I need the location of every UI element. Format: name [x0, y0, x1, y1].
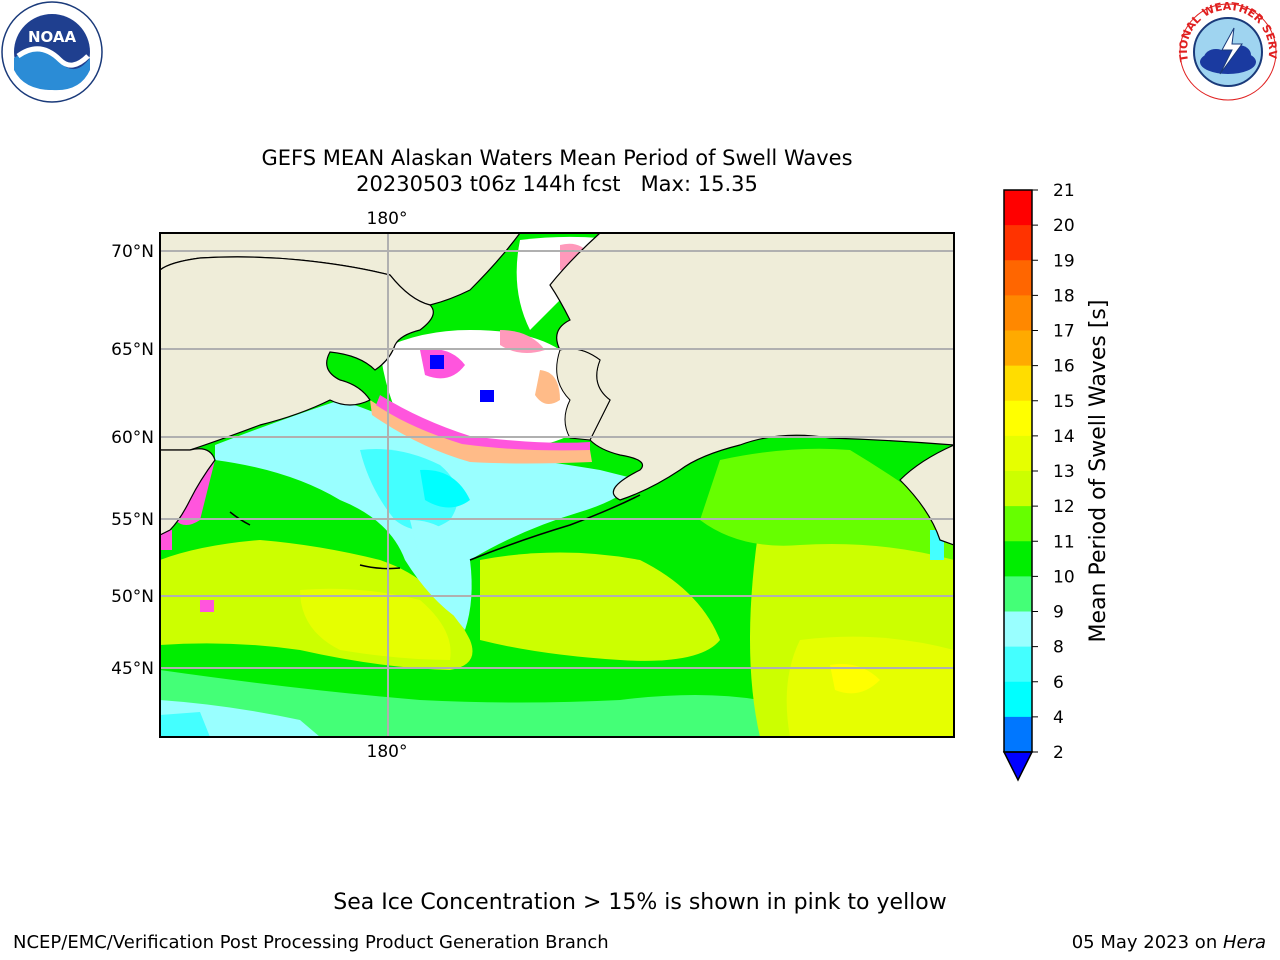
land-alaska	[549, 233, 954, 546]
colorbar-swatch	[1004, 681, 1032, 718]
lat-label-45n: 45°N	[111, 659, 154, 679]
sea-ice-note: Sea Ice Concentration > 15% is shown in …	[333, 890, 947, 915]
lat-label-55n: 55°N	[111, 510, 154, 530]
map-area	[160, 233, 954, 737]
colorbar-label: Mean Period of Swell Waves [s]	[1086, 300, 1111, 643]
low-period-patch-1	[430, 355, 444, 369]
lon-label-top: 180°	[367, 209, 408, 229]
land-kamchatka	[160, 448, 216, 536]
aleutian-islands	[469, 494, 641, 561]
colorbar-tick-label: 8	[1053, 638, 1064, 658]
colorbar-swatch	[1004, 471, 1032, 507]
map-subtitle: 20230503 t06z 144h fcst Max: 15.35	[356, 172, 758, 196]
swell-region-12-13s-central	[480, 552, 720, 661]
colorbar-tick-label: 21	[1053, 181, 1075, 201]
lat-label-65n: 65°N	[111, 340, 154, 360]
graticule	[160, 233, 954, 737]
colorbar-swatch	[1004, 716, 1032, 753]
colorbar-tick-label: 6	[1053, 673, 1064, 693]
colorbar-tick-label: 17	[1053, 322, 1075, 342]
swell-region-14-15s-east	[830, 664, 880, 694]
sea-ice-patch-6	[200, 600, 214, 612]
colorbar-tick-label: 18	[1053, 286, 1075, 306]
swell-region-8-9s-aleutian	[410, 520, 472, 630]
swell-region-4-6s-bering	[420, 469, 470, 508]
land-seward-peninsula	[556, 348, 611, 441]
map-frame	[159, 232, 955, 738]
sea-ice-patch-7	[160, 530, 172, 550]
colorbar-tick-label: 14	[1053, 427, 1075, 447]
footer-date-text: 05 May 2023 on	[1071, 932, 1223, 953]
colorbar-swatch	[1004, 295, 1032, 331]
sea-ice-edge-bering-pink	[376, 395, 590, 451]
footer-date: 05 May 2023 on Hera	[1072, 932, 1266, 953]
colorbar-swatch	[1004, 190, 1032, 226]
lat-label-70n: 70°N	[111, 242, 154, 262]
colorbar-tick-label: 4	[1053, 708, 1064, 728]
colorbar-tick-label: 15	[1053, 392, 1075, 412]
colorbar-ticks: 21 20 19 18 17 16 15 14 13 12 11 10 9 8 6 4 2	[1032, 181, 1075, 763]
swell-region-13-14s-west	[300, 588, 451, 660]
noaa-logo: NOAA	[1, 1, 103, 103]
nws-logo: NATIONAL WEATHER SERVICE	[1176, 0, 1279, 101]
swell-region-11-12s-gulf	[700, 448, 954, 560]
colorbar-under-arrow	[1002, 751, 1034, 782]
sea-ice-patch-2	[500, 330, 545, 354]
colorbar-tick-label: 16	[1053, 357, 1075, 377]
commander-islands	[359, 564, 401, 570]
sea-ice-patch-3	[535, 370, 560, 404]
swell-region-9-10s-south	[160, 670, 760, 737]
colorbar-tick-label: 2	[1053, 743, 1064, 763]
swell-region-6-8s-bering	[360, 449, 458, 530]
colorbar-swatch	[1004, 365, 1032, 402]
colorbar-swatch	[1004, 506, 1032, 542]
colorbar-tick-label: 11	[1053, 532, 1075, 552]
lat-label-50n: 50°N	[111, 587, 154, 607]
colorbar-swatch	[1004, 225, 1032, 261]
colorbar-swatch	[1004, 541, 1032, 577]
colorbar-swatch	[1004, 611, 1032, 648]
colorbar-tick-label: 20	[1053, 216, 1075, 236]
noaa-logo-text: NOAA	[28, 28, 77, 46]
low-period-patch-2	[480, 390, 494, 402]
colorbar-swatch	[1004, 435, 1032, 472]
colorbar-tick-label: 10	[1053, 567, 1075, 587]
colorbar-swatch	[1004, 646, 1032, 683]
swell-region-6-8s-south	[160, 712, 210, 737]
sea-ice-edge-bering	[370, 400, 592, 464]
colorbar-swatch	[1004, 260, 1032, 296]
colorbar-tick-label: 12	[1053, 497, 1075, 517]
lon-label-bottom: 180°	[367, 742, 408, 762]
lat-label-60n: 60°N	[111, 428, 154, 448]
colorbar-swatch	[1004, 330, 1032, 367]
colorbar-swatch	[1004, 400, 1032, 437]
colorbar-tick-label: 19	[1053, 251, 1075, 271]
map-title: GEFS MEAN Alaskan Waters Mean Period of …	[261, 146, 853, 170]
colorbar	[1002, 189, 1034, 782]
footer-branch: NCEP/EMC/Verification Post Processing Pr…	[13, 932, 609, 953]
colorbar-swatch	[1004, 576, 1032, 612]
colorbar-tick-label: 13	[1053, 462, 1075, 482]
footer-machine: Hera	[1222, 932, 1266, 953]
colorbar-tick-label: 9	[1053, 603, 1064, 623]
